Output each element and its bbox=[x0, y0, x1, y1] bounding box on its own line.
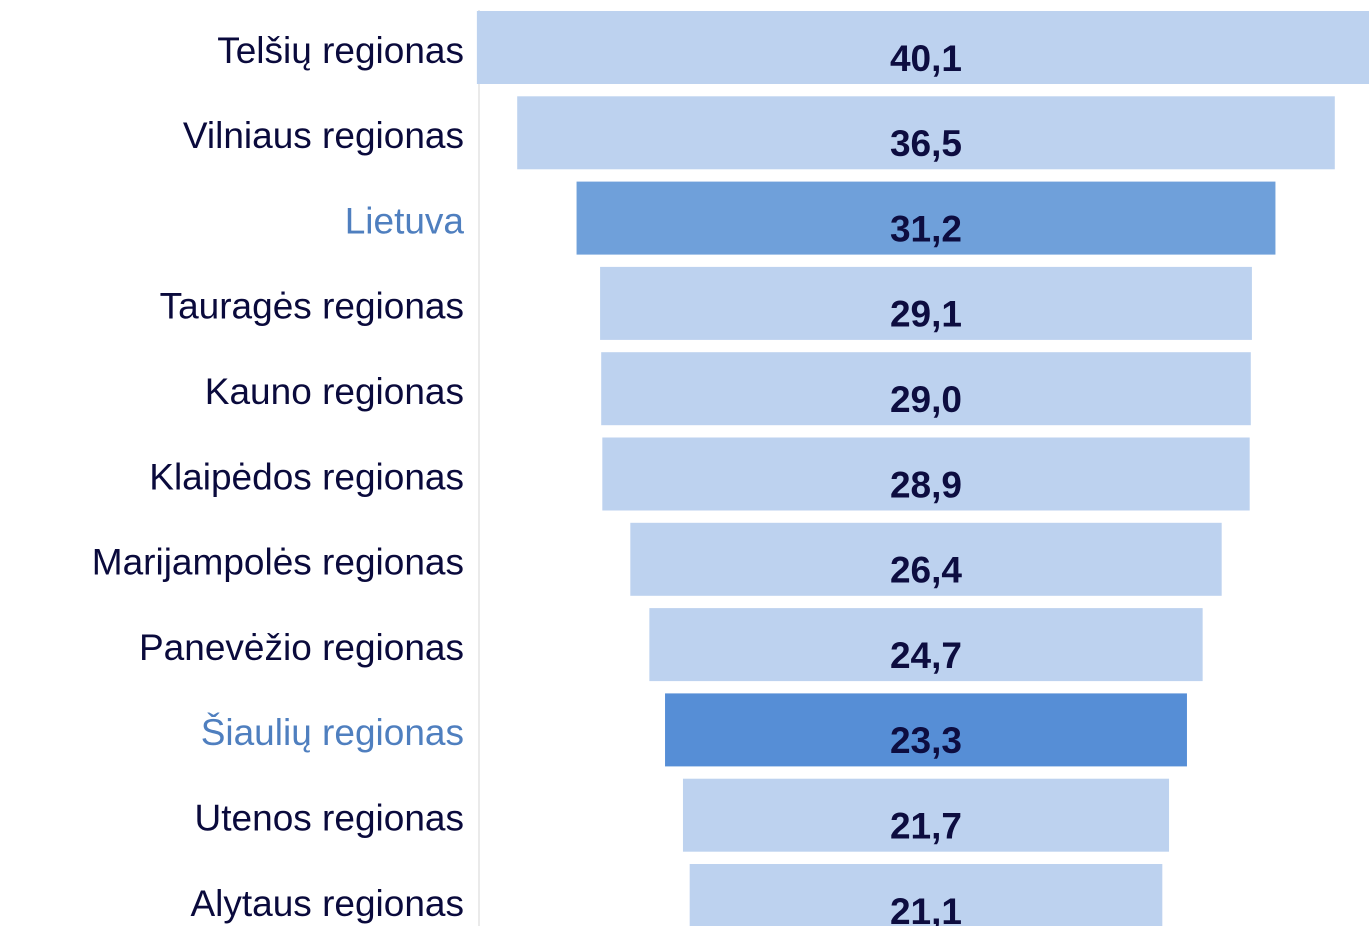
bar bbox=[600, 266, 1252, 340]
bar bbox=[630, 522, 1222, 596]
category-label: Kauno regionas bbox=[205, 371, 464, 412]
category-label: Marijampolės regionas bbox=[92, 542, 464, 583]
value-label: 29,1 bbox=[890, 294, 962, 335]
bar bbox=[476, 11, 1369, 84]
value-label: 29,0 bbox=[890, 379, 962, 420]
bar bbox=[682, 778, 1170, 852]
category-label: Vilniaus regionas bbox=[183, 115, 464, 156]
category-label: Telšių regionas bbox=[217, 30, 464, 71]
value-label: 21,1 bbox=[890, 891, 962, 926]
bar bbox=[601, 352, 1251, 426]
category-label: Šiaulių regionas bbox=[201, 712, 464, 753]
category-label: Lietuva bbox=[345, 200, 465, 241]
value-label: 24,7 bbox=[890, 635, 962, 676]
bar bbox=[689, 864, 1163, 926]
bar bbox=[576, 181, 1276, 255]
bar bbox=[517, 96, 1335, 170]
bar bbox=[665, 693, 1187, 767]
category-label: Klaipėdos regionas bbox=[149, 456, 464, 497]
value-label: 26,4 bbox=[890, 550, 962, 591]
value-label: 31,2 bbox=[890, 208, 962, 249]
category-label: Alytaus regionas bbox=[190, 883, 464, 924]
bar bbox=[649, 608, 1203, 682]
value-label: 28,9 bbox=[890, 464, 962, 505]
value-label: 36,5 bbox=[890, 123, 962, 164]
value-label: 23,3 bbox=[890, 720, 962, 761]
value-label: 21,7 bbox=[890, 805, 962, 846]
bar bbox=[602, 437, 1250, 511]
category-label: Tauragės regionas bbox=[160, 286, 464, 327]
category-label: Panevėžio regionas bbox=[139, 627, 464, 668]
category-label: Utenos regionas bbox=[195, 797, 464, 838]
value-label: 40,1 bbox=[890, 38, 962, 79]
